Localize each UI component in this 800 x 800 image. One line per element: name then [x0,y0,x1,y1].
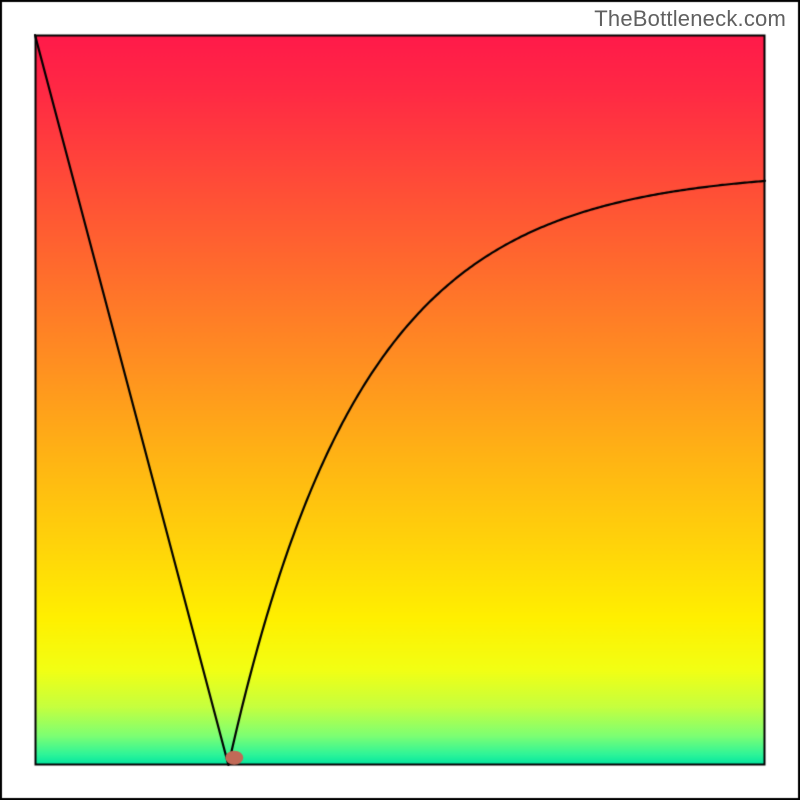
watermark-text: TheBottleneck.com [594,6,786,32]
chart-container: TheBottleneck.com [0,0,800,800]
bottleneck-curve-chart [0,0,800,800]
chart-canvas-host [0,0,800,800]
